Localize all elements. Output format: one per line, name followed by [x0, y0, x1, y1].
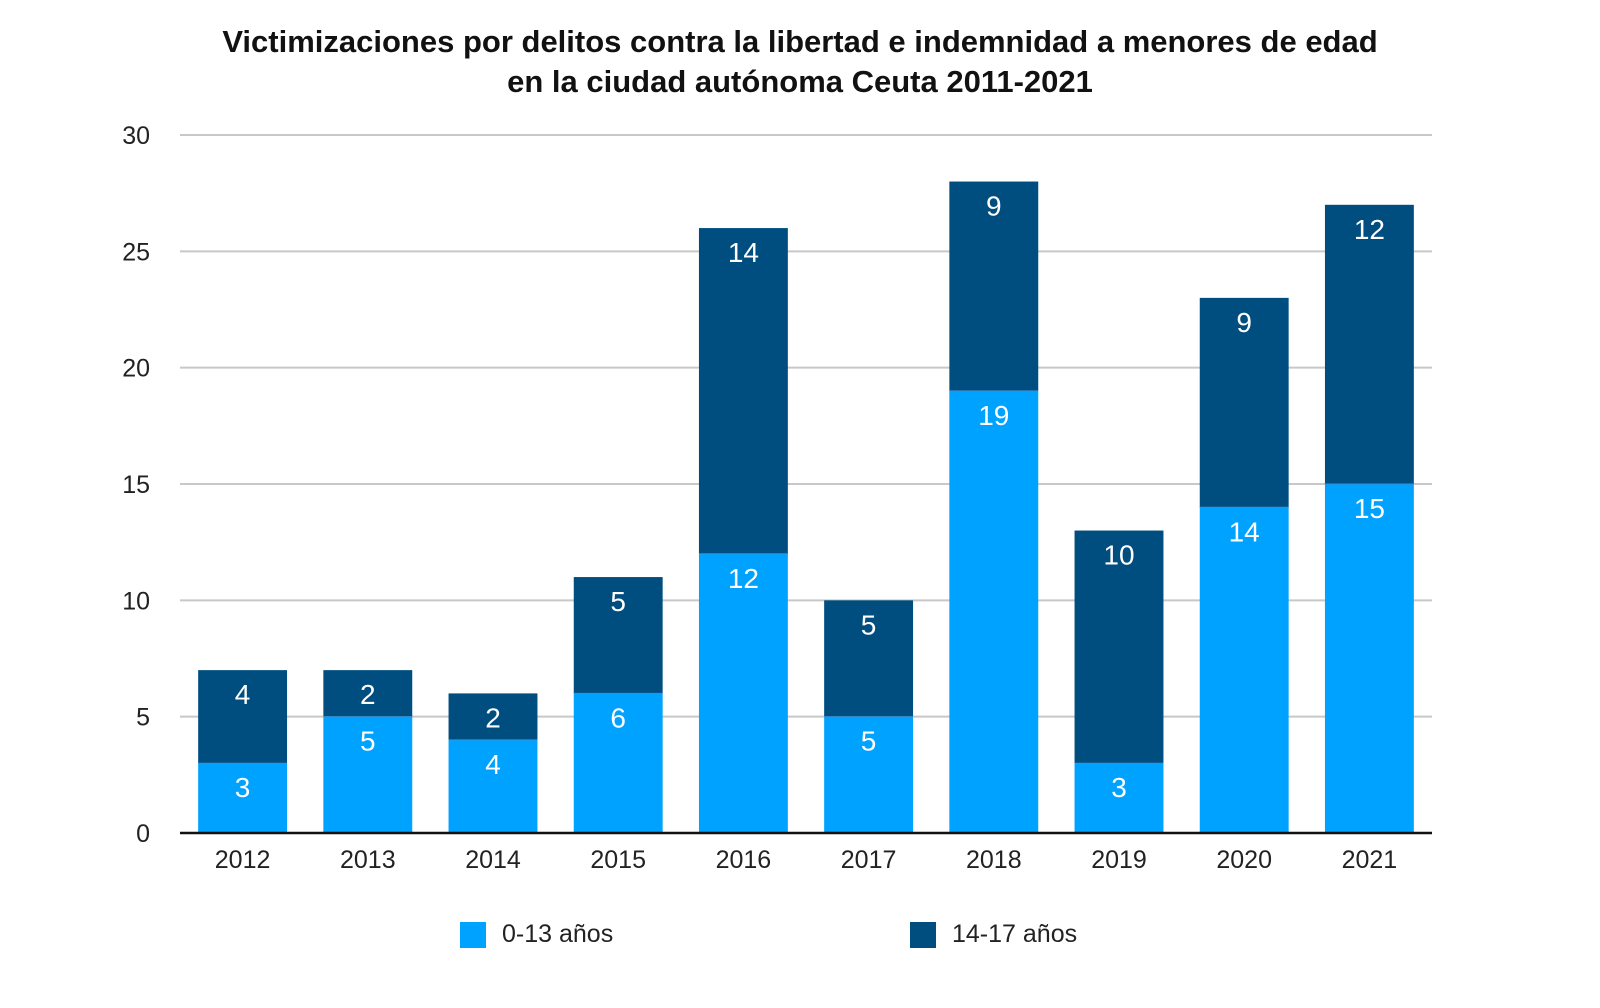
data-label-2018-series-0: 19 — [978, 400, 1009, 431]
x-tick-label-2020: 2020 — [1216, 846, 1272, 874]
data-label-2018-series-1: 9 — [986, 191, 1002, 222]
bar-2012-series-1 — [198, 670, 288, 764]
bar-2018-series-0 — [949, 390, 1039, 833]
bar-2017-series-0 — [824, 716, 914, 833]
x-tick-label-2016: 2016 — [716, 846, 772, 874]
legend-item-0-13: 0-13 años — [460, 920, 613, 949]
legend-label-0-13: 0-13 años — [502, 920, 614, 948]
x-tick-label-2013: 2013 — [340, 846, 396, 874]
y-tick-label-0: 0 — [136, 820, 150, 848]
x-tick-label-2015: 2015 — [590, 846, 646, 874]
x-tick-label-2017: 2017 — [841, 846, 897, 874]
data-label-2019-series-1: 10 — [1103, 540, 1134, 571]
data-label-2021-series-1: 12 — [1354, 214, 1385, 245]
bar-2021-series-0 — [1324, 484, 1414, 833]
x-tick-label-2019: 2019 — [1091, 846, 1147, 874]
data-label-2020-series-1: 9 — [1236, 307, 1252, 338]
x-tick-label-2014: 2014 — [465, 846, 521, 874]
x-tick-label-2018: 2018 — [966, 846, 1022, 874]
bar-2015-series-0 — [573, 693, 663, 833]
data-label-2015-series-1: 5 — [610, 586, 626, 617]
legend-label-14-17: 14-17 años — [952, 920, 1078, 948]
data-label-2013-series-0: 5 — [360, 726, 376, 757]
bar-2014-series-0 — [448, 739, 538, 833]
bar-2017-series-1 — [824, 600, 914, 717]
data-label-2012-series-0: 3 — [235, 772, 251, 803]
bar-2016-series-1 — [698, 228, 788, 554]
y-tick-label-5: 5 — [136, 704, 150, 732]
data-label-2021-series-0: 15 — [1354, 493, 1385, 524]
bar-2019-series-0 — [1074, 763, 1164, 833]
legend-item-14-17: 14-17 años — [910, 920, 1077, 949]
x-tick-label-2012: 2012 — [215, 846, 271, 874]
legend-swatch-14-17 — [910, 921, 936, 948]
bar-2016-series-0 — [698, 553, 788, 833]
bar-2012-series-0 — [198, 763, 288, 833]
bar-2013-series-1 — [323, 670, 413, 717]
data-label-2017-series-1: 5 — [861, 609, 877, 640]
bar-2019-series-1 — [1074, 530, 1164, 764]
bar-2013-series-0 — [323, 716, 413, 833]
chart-title-line-2: en la ciudad autónoma Ceuta 2011-2021 — [507, 64, 1093, 99]
bar-2020-series-1 — [1199, 297, 1289, 508]
bar-2018-series-1 — [949, 181, 1039, 391]
y-tick-label-20: 20 — [122, 355, 150, 383]
bar-2014-series-1 — [448, 693, 538, 740]
data-label-2020-series-0: 14 — [1229, 516, 1260, 547]
data-label-2014-series-1: 2 — [485, 702, 501, 733]
data-label-2016-series-0: 12 — [728, 563, 759, 594]
bar-2015-series-1 — [573, 577, 663, 694]
data-label-2013-series-1: 2 — [360, 679, 376, 710]
data-label-2014-series-0: 4 — [485, 749, 501, 780]
data-label-2012-series-1: 4 — [235, 679, 251, 710]
chart-title: Victimizaciones por delitos contra la li… — [0, 22, 1600, 102]
data-label-2016-series-1: 14 — [728, 237, 759, 268]
data-label-2015-series-0: 6 — [610, 702, 626, 733]
chart-title-line-1: Victimizaciones por delitos contra la li… — [222, 24, 1378, 59]
bar-2020-series-0 — [1199, 507, 1289, 833]
y-tick-label-25: 25 — [122, 238, 150, 266]
y-tick-label-30: 30 — [122, 122, 150, 150]
y-tick-label-10: 10 — [122, 587, 150, 615]
data-label-2019-series-0: 3 — [1111, 772, 1127, 803]
y-tick-label-15: 15 — [122, 471, 150, 499]
x-tick-label-2021: 2021 — [1342, 846, 1398, 874]
data-label-2017-series-0: 5 — [861, 726, 877, 757]
legend-swatch-0-13 — [460, 921, 486, 948]
bar-2021-series-1 — [1324, 204, 1414, 485]
